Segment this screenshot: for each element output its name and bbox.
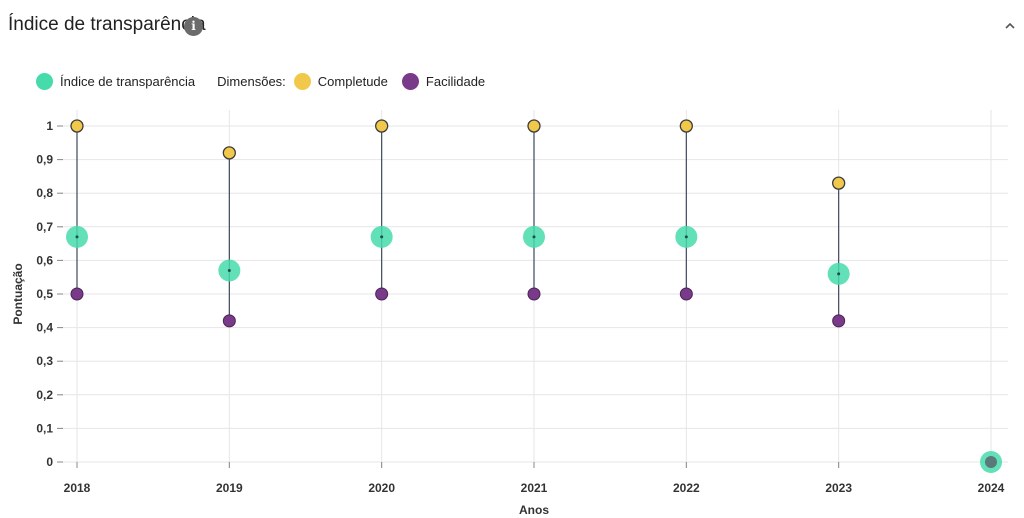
x-tick-label: 2024 — [978, 481, 1005, 495]
x-tick-label: 2020 — [368, 481, 395, 495]
facilidade-point — [70, 287, 84, 301]
index-point-center — [227, 268, 231, 272]
completude-point — [70, 119, 84, 133]
chart-legend: Índice de transparência Dimensões: Compl… — [36, 70, 499, 92]
y-tick-label: 0,6 — [36, 253, 53, 267]
legend-item-index[interactable]: Índice de transparência — [36, 72, 196, 90]
y-tick-label: 0,9 — [36, 153, 53, 167]
facilidade-point — [832, 314, 846, 328]
y-tick-label: 1 — [46, 119, 53, 133]
index-point-center — [75, 235, 79, 239]
legend-item-completude[interactable]: Completude — [293, 72, 388, 90]
x-axis-title: Anos — [519, 503, 549, 517]
y-tick-label: 0,3 — [36, 354, 53, 368]
index-point-center — [837, 272, 841, 276]
completude-point — [679, 119, 693, 133]
x-tick-label: 2019 — [216, 481, 243, 495]
legend-dimensions-label: Dimensões: — [217, 73, 286, 89]
index-point-center — [380, 235, 384, 239]
y-tick-label: 0 — [46, 455, 53, 469]
legend-item-facilidade[interactable]: Facilidade — [401, 72, 486, 90]
x-tick-label: 2023 — [825, 481, 852, 495]
completude-point — [222, 146, 236, 160]
completude-point — [832, 176, 846, 190]
info-icon[interactable]: i — [184, 17, 203, 36]
index-point-inner — [985, 456, 997, 468]
facilidade-point — [527, 287, 541, 301]
y-tick-label: 0,4 — [36, 321, 53, 335]
y-axis-title: Pontuação — [11, 263, 25, 324]
y-tick-label: 0,8 — [36, 186, 53, 200]
y-tick-label: 0,5 — [36, 287, 53, 301]
legend-label-completude: Completude — [317, 73, 388, 89]
y-tick-label: 0,2 — [36, 388, 53, 402]
index-point-center — [684, 235, 688, 239]
legend-label-facilidade: Facilidade — [425, 73, 486, 89]
legend-label-index: Índice de transparência — [60, 73, 196, 89]
index-point-center — [532, 235, 536, 239]
panel-header[interactable]: Índice de transparência i — [0, 0, 1024, 52]
legend-dot-index — [36, 72, 53, 90]
completude-point — [527, 119, 541, 133]
x-tick-label: 2018 — [64, 481, 91, 495]
chevron-up-icon[interactable] — [1003, 20, 1017, 32]
scatter-chart: 0 0,1 0,2 0,3 0,4 0,5 0,6 0,7 0,8 0,9 1 2018 2019 202… — [11, 110, 1008, 517]
x-tick-label: 2021 — [521, 481, 548, 495]
facilidade-point — [679, 287, 693, 301]
legend-dot-facilidade — [401, 72, 419, 90]
y-tick-label: 0,1 — [36, 421, 53, 435]
facilidade-point — [222, 314, 236, 328]
x-tick-label: 2022 — [673, 481, 700, 495]
panel-title: Índice de transparência — [8, 14, 206, 35]
completude-point — [375, 119, 389, 133]
legend-dot-completude — [293, 72, 311, 90]
facilidade-point — [375, 287, 389, 301]
y-tick-label: 0,7 — [36, 220, 53, 234]
